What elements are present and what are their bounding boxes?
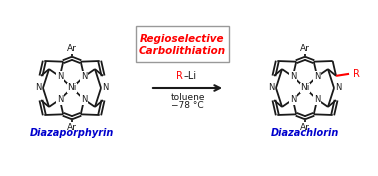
FancyBboxPatch shape	[135, 26, 228, 61]
Text: R: R	[176, 71, 183, 81]
Text: N: N	[314, 95, 320, 104]
Text: N: N	[269, 83, 275, 93]
Text: N: N	[314, 72, 320, 81]
Text: Ni: Ni	[300, 83, 310, 93]
Text: Ar: Ar	[67, 123, 77, 132]
Text: Ar: Ar	[300, 123, 310, 132]
Text: N: N	[36, 83, 42, 93]
Text: N: N	[335, 83, 341, 93]
Text: –Li: –Li	[183, 71, 197, 81]
Text: N: N	[57, 72, 63, 81]
Text: Ar: Ar	[300, 44, 310, 53]
Text: Diazachlorin: Diazachlorin	[271, 128, 339, 138]
Text: toluene: toluene	[170, 93, 205, 102]
Text: N: N	[81, 95, 87, 104]
Text: Regioselective: Regioselective	[140, 34, 224, 43]
Text: Ar: Ar	[67, 44, 77, 53]
Text: R: R	[353, 69, 360, 79]
Text: N: N	[102, 83, 108, 93]
Text: Ni: Ni	[67, 83, 77, 93]
Text: N: N	[290, 95, 296, 104]
Text: −78 °C: −78 °C	[171, 101, 204, 110]
Text: N: N	[290, 72, 296, 81]
Text: N: N	[57, 95, 63, 104]
Text: N: N	[81, 72, 87, 81]
Text: Carbolithiation: Carbolithiation	[138, 46, 226, 56]
Text: Diazaporphyrin: Diazaporphyrin	[30, 128, 114, 138]
